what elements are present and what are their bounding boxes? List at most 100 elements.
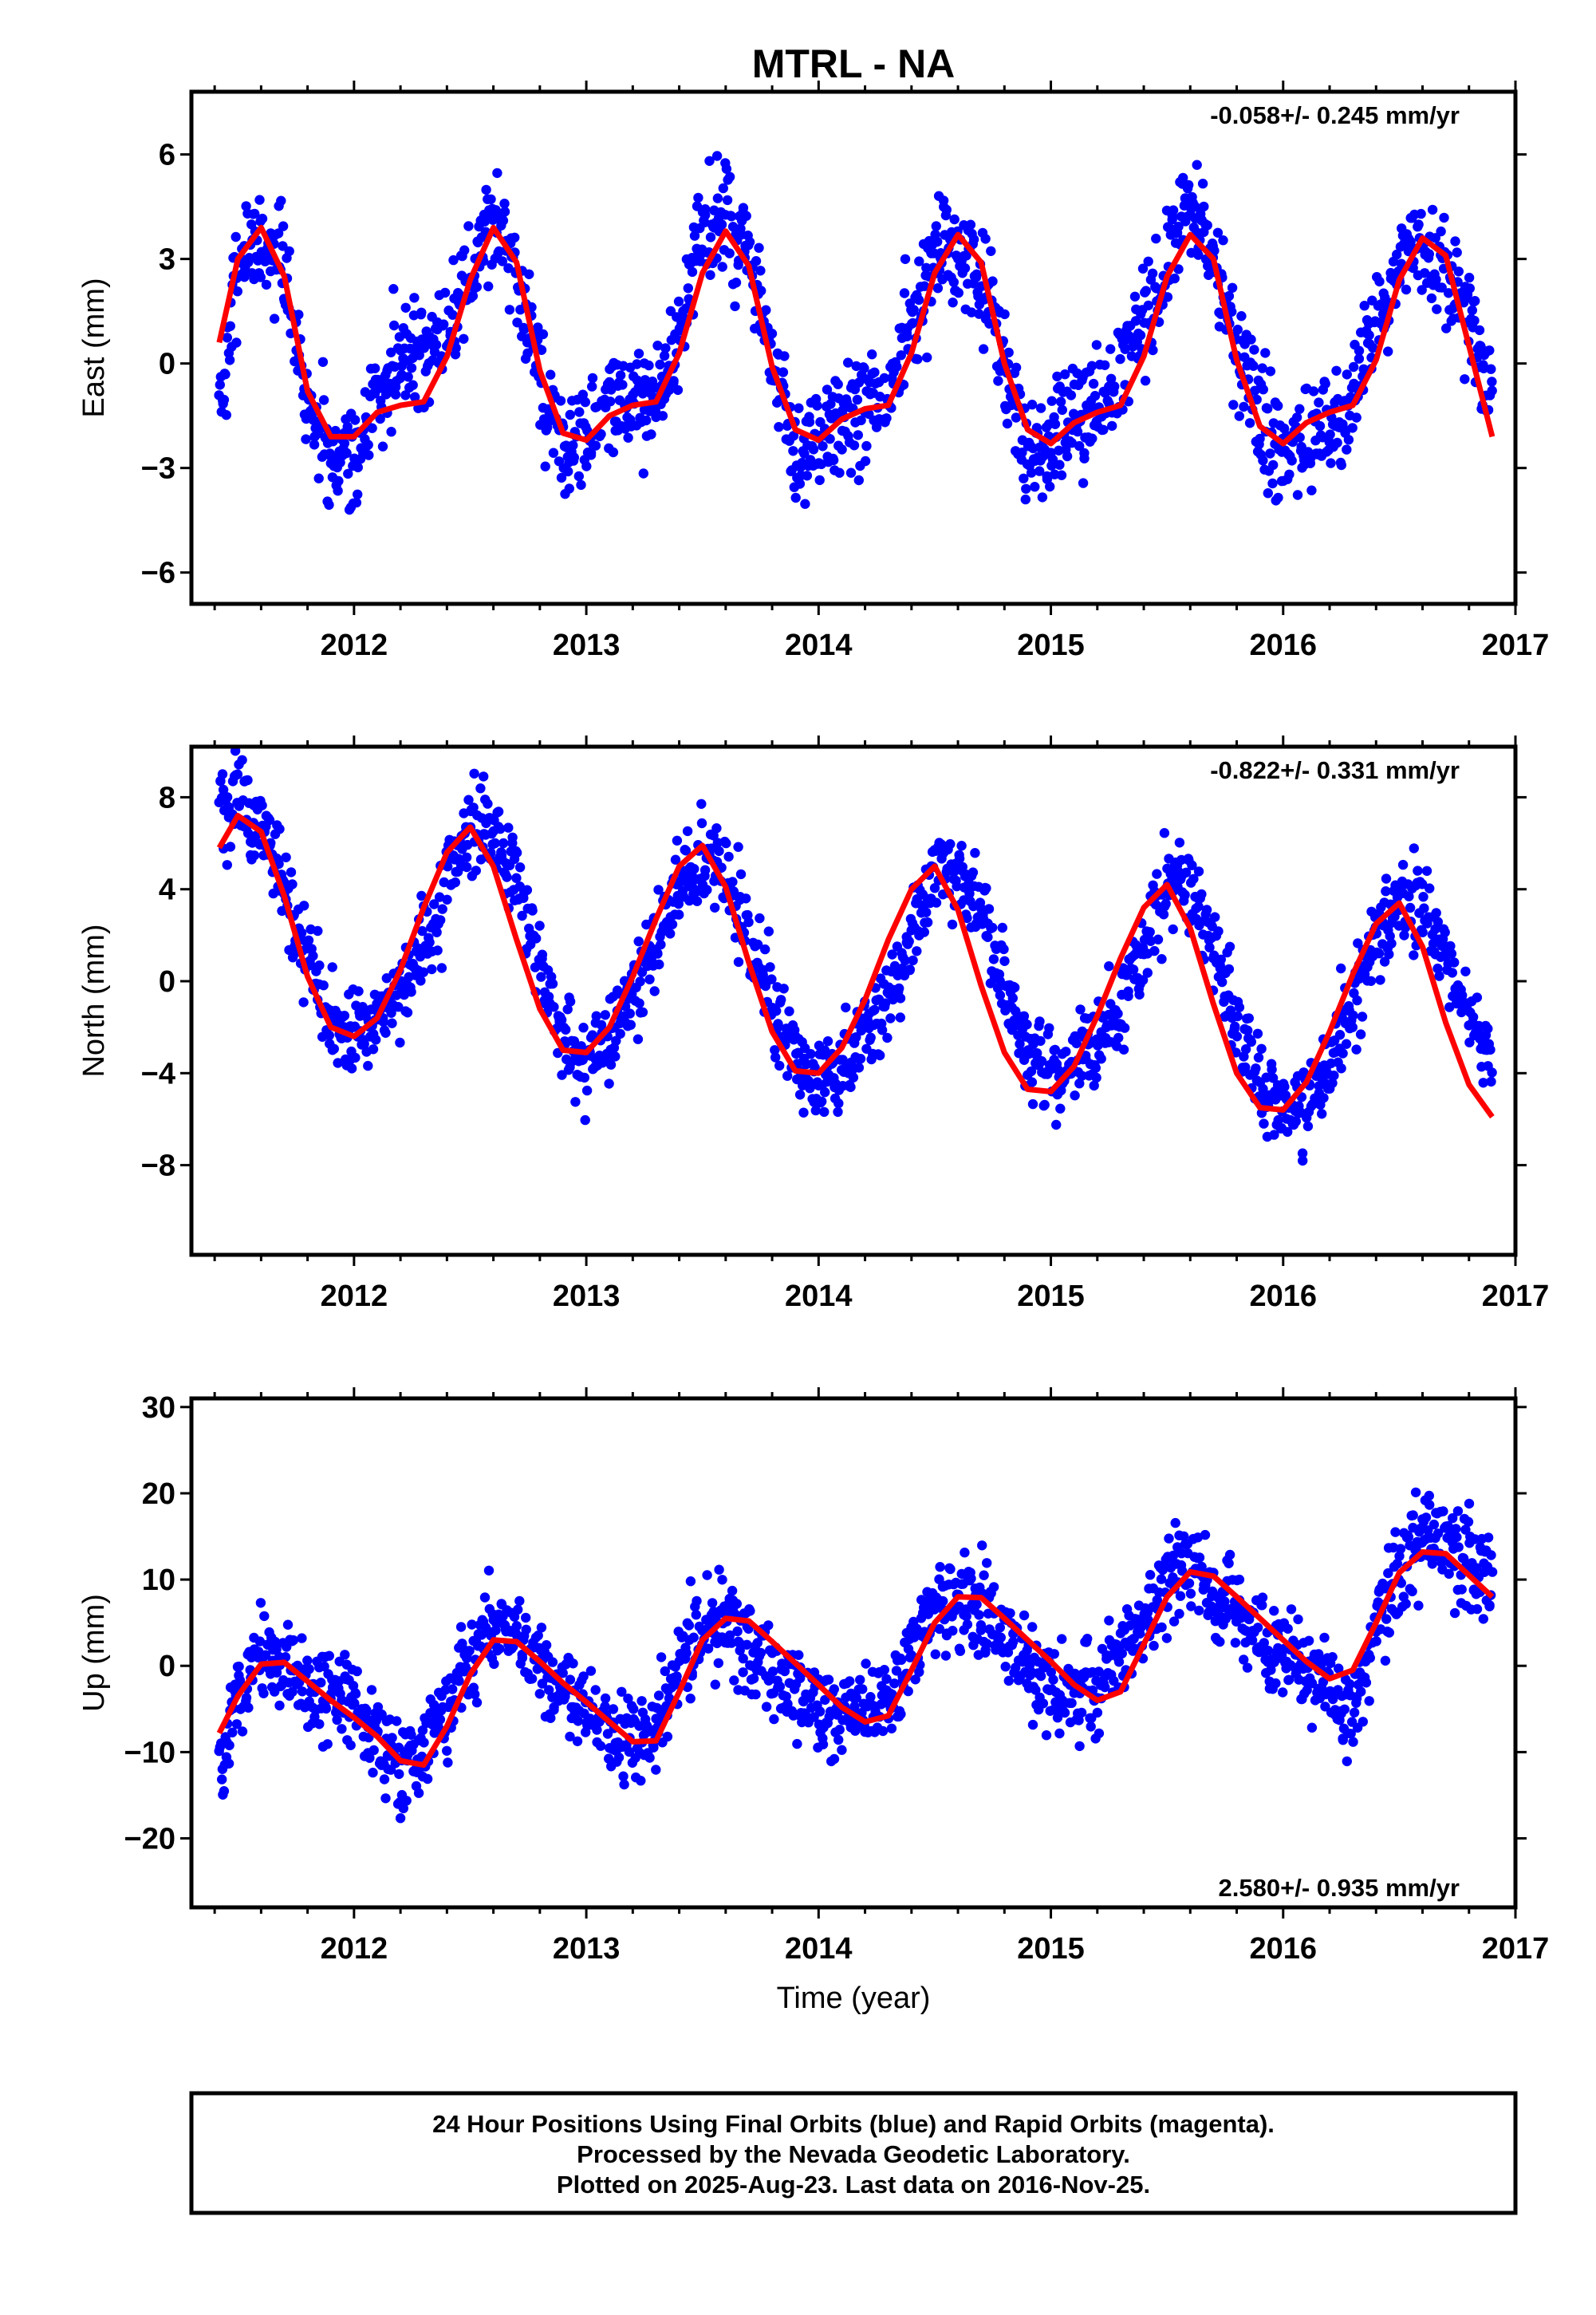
east-data-point <box>1460 374 1470 385</box>
north-data-point <box>689 864 699 874</box>
north-data-point <box>947 919 958 930</box>
up-data-point <box>1086 1721 1096 1732</box>
north-data-point <box>721 838 731 849</box>
north-data-point <box>665 929 676 939</box>
east-data-point <box>1325 429 1335 440</box>
east-data-point <box>318 395 329 405</box>
up-data-point <box>314 1719 325 1729</box>
east-data-point <box>711 151 723 161</box>
up-data-point <box>401 1796 412 1806</box>
north-data-point <box>1022 1019 1032 1030</box>
east-y-axis-label: East (mm) <box>77 278 111 417</box>
east-data-point <box>577 389 588 400</box>
east-data-point <box>301 434 311 444</box>
east-data-point <box>565 409 575 420</box>
north-data-point <box>556 1015 567 1025</box>
up-data-point <box>1175 1591 1186 1601</box>
up-data-point <box>340 1650 350 1660</box>
up-data-point <box>1027 1622 1038 1632</box>
north-data-point <box>522 885 533 895</box>
east-data-point <box>375 413 385 424</box>
east-data-point <box>672 385 684 396</box>
east-data-point <box>1072 426 1083 437</box>
east-data-point <box>1107 420 1117 432</box>
north-data-point <box>921 907 932 918</box>
up-data-point <box>877 1725 889 1737</box>
east-data-point <box>1413 219 1424 230</box>
north-data-point <box>634 998 644 1008</box>
north-data-point <box>1007 993 1019 1004</box>
east-data-point <box>978 344 989 354</box>
north-data-point <box>1075 1004 1086 1015</box>
up-data-point <box>470 1689 480 1700</box>
east-data-point <box>1295 404 1305 414</box>
north-data-point <box>1468 1012 1479 1023</box>
east-data-point <box>241 201 251 211</box>
up-data-point <box>681 1648 692 1658</box>
north-data-point <box>1113 1032 1124 1043</box>
north-data-point <box>1187 860 1197 870</box>
north-data-point <box>1386 938 1397 948</box>
north-data-point <box>610 1051 621 1062</box>
north-data-point <box>848 1072 859 1083</box>
north-data-point <box>855 1054 866 1064</box>
up-data-point <box>572 1736 583 1746</box>
up-data-point <box>332 1714 342 1725</box>
east-data-point <box>1273 492 1283 503</box>
north-data-point <box>1256 1043 1267 1055</box>
up-data-point <box>820 1694 830 1706</box>
east-data-point <box>705 270 715 280</box>
up-data-point <box>691 1610 701 1620</box>
east-data-point <box>556 472 567 483</box>
up-data-point <box>1327 1694 1338 1705</box>
up-data-point <box>685 1694 696 1704</box>
up-data-point <box>592 1725 602 1735</box>
up-data-point <box>287 1686 298 1697</box>
north-data-point <box>363 1060 373 1071</box>
east-data-point <box>353 462 363 473</box>
east-data-point <box>1002 418 1013 429</box>
east-data-point <box>999 309 1010 320</box>
north-data-point <box>406 987 416 997</box>
north-data-point <box>333 1058 343 1068</box>
north-data-point <box>313 925 323 937</box>
east-data-point <box>367 423 377 433</box>
north-y-tick-label: 4 <box>159 874 175 907</box>
east-data-point <box>448 254 459 266</box>
north-data-point <box>436 963 447 973</box>
up-data-point <box>636 1696 647 1706</box>
north-data-point <box>537 949 548 960</box>
east-data-point <box>755 266 766 276</box>
up-data-point <box>742 1639 752 1650</box>
up-data-point <box>319 1661 329 1672</box>
east-data-point <box>731 278 742 288</box>
east-data-point <box>540 461 550 471</box>
north-data-point <box>981 883 991 893</box>
north-data-point <box>696 818 707 829</box>
north-data-point <box>429 899 439 909</box>
east-data-point <box>644 360 654 371</box>
north-data-point <box>1232 1011 1243 1022</box>
north-data-point <box>1077 1071 1087 1081</box>
up-data-point <box>1242 1662 1253 1673</box>
up-data-point <box>1082 1634 1093 1644</box>
up-data-point <box>1306 1722 1318 1733</box>
up-data-point <box>1257 1600 1267 1611</box>
up-data-point <box>1302 1685 1312 1695</box>
north-data-point <box>604 1079 614 1089</box>
up-data-point <box>774 1682 786 1692</box>
east-data-point <box>822 385 833 395</box>
up-data-point <box>395 1813 406 1824</box>
north-data-point <box>845 1082 856 1093</box>
up-data-point <box>1035 1670 1046 1682</box>
east-data-point <box>1267 478 1278 489</box>
north-data-point <box>1168 924 1178 935</box>
east-data-point <box>1212 227 1224 238</box>
up-data-point <box>1005 1608 1015 1619</box>
east-data-point <box>333 486 343 496</box>
up-data-point <box>1371 1636 1381 1647</box>
up-data-point <box>387 1733 397 1743</box>
east-data-point <box>741 211 751 221</box>
up-data-point <box>702 1570 712 1580</box>
north-data-point <box>1464 1037 1475 1047</box>
